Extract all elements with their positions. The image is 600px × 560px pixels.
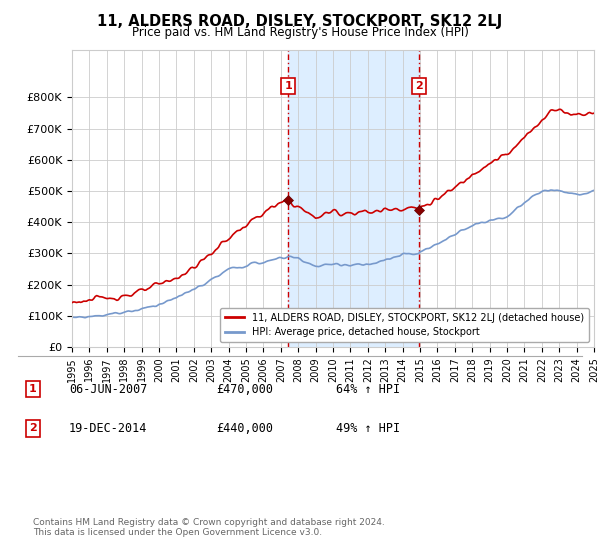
Text: 2: 2 [29,423,37,433]
Text: 1: 1 [284,81,292,91]
Text: 11, ALDERS ROAD, DISLEY, STOCKPORT, SK12 2LJ: 11, ALDERS ROAD, DISLEY, STOCKPORT, SK12… [97,14,503,29]
Text: 06-JUN-2007: 06-JUN-2007 [69,382,148,396]
Text: Price paid vs. HM Land Registry's House Price Index (HPI): Price paid vs. HM Land Registry's House … [131,26,469,39]
Text: Contains HM Land Registry data © Crown copyright and database right 2024.
This d: Contains HM Land Registry data © Crown c… [33,518,385,538]
Text: 49% ↑ HPI: 49% ↑ HPI [336,422,400,435]
Legend: 11, ALDERS ROAD, DISLEY, STOCKPORT, SK12 2LJ (detached house), HPI: Average pric: 11, ALDERS ROAD, DISLEY, STOCKPORT, SK12… [220,308,589,342]
Text: £470,000: £470,000 [216,382,273,396]
Bar [288,50,419,347]
Text: 64% ↑ HPI: 64% ↑ HPI [336,382,400,396]
Text: 2: 2 [415,81,423,91]
Text: 1: 1 [29,384,37,394]
Text: £440,000: £440,000 [216,422,273,435]
Text: 19-DEC-2014: 19-DEC-2014 [69,422,148,435]
